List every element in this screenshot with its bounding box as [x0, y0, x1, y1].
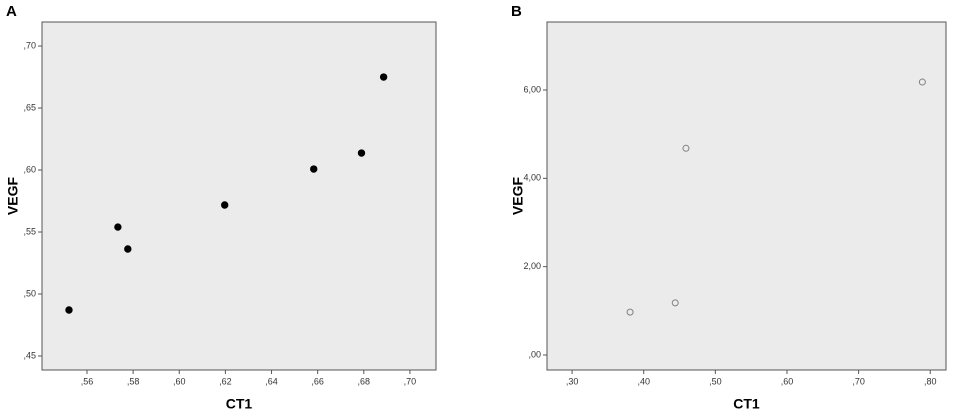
panel-label: A	[6, 3, 17, 20]
y-tick-label: ,00	[528, 349, 541, 359]
point	[65, 306, 73, 314]
y-tick-label: ,70	[23, 40, 36, 50]
x-tick-label: ,70	[852, 376, 865, 386]
plot-area	[41, 21, 437, 371]
x-tick-label: ,60	[781, 376, 794, 386]
y-tick-label: ,55	[23, 226, 36, 236]
y-tick-label: 4,00	[523, 173, 541, 183]
point	[220, 201, 229, 209]
point	[357, 149, 366, 157]
x-tick-label: ,80	[924, 376, 937, 386]
y-tick-label: 6,00	[523, 84, 541, 94]
point	[379, 73, 388, 81]
x-tick-label: ,40	[637, 376, 650, 386]
x-tick-label: ,66	[311, 376, 324, 386]
x-tick-label: ,64	[265, 376, 278, 386]
x-tick-label: ,62	[219, 376, 232, 386]
point	[310, 165, 318, 173]
point	[682, 144, 690, 152]
x-tick-label: ,30	[566, 376, 579, 386]
x-tick-label: ,70	[404, 376, 417, 386]
x-axis-label: CT1	[226, 396, 253, 412]
point	[671, 299, 679, 307]
x-tick-label: ,56	[81, 376, 94, 386]
x-tick-label: ,68	[358, 376, 371, 386]
point	[114, 223, 122, 231]
plot-area	[546, 21, 947, 371]
y-axis-label: VEGF	[5, 176, 21, 215]
point	[124, 245, 132, 253]
x-tick-label: ,58	[127, 376, 140, 386]
point	[918, 78, 926, 86]
y-axis-label: VEGF	[510, 176, 526, 215]
x-axis-label: CT1	[733, 396, 760, 412]
panel-label: B	[511, 3, 522, 20]
y-tick-label: ,45	[23, 350, 36, 360]
y-tick-label: 2,00	[523, 261, 541, 271]
x-tick-label: ,60	[173, 376, 186, 386]
y-tick-label: ,60	[23, 164, 36, 174]
x-tick-label: ,50	[709, 376, 722, 386]
point	[626, 308, 634, 316]
y-tick-label: ,50	[23, 288, 36, 298]
y-tick-label: ,65	[23, 102, 36, 112]
